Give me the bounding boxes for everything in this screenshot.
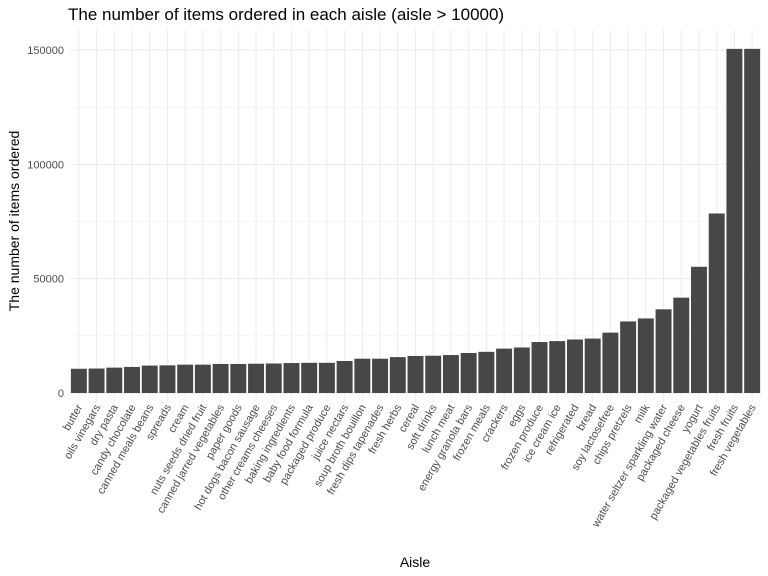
y-tick-label: 50000 xyxy=(33,274,64,286)
bar xyxy=(566,339,583,393)
bar xyxy=(354,358,371,393)
bar xyxy=(230,363,247,393)
bar xyxy=(124,366,140,393)
bar xyxy=(318,362,335,393)
bar xyxy=(177,364,194,393)
bar xyxy=(496,348,513,393)
y-axis-ticks: 0 50000 100000 150000 xyxy=(27,45,64,400)
bar xyxy=(691,266,707,393)
bar xyxy=(584,338,601,393)
bar xyxy=(372,358,389,393)
chart-title: The number of items ordered in each aisl… xyxy=(68,5,504,24)
bar xyxy=(141,365,158,393)
bar xyxy=(478,351,495,393)
bar xyxy=(265,363,282,393)
bar xyxy=(726,48,743,394)
y-tick-label: 150000 xyxy=(27,45,64,57)
bar xyxy=(88,368,105,393)
bar xyxy=(442,355,459,393)
y-tick-label: 0 xyxy=(58,388,64,400)
bar xyxy=(531,342,548,393)
bar xyxy=(212,363,229,393)
bar xyxy=(655,309,672,393)
bars xyxy=(70,48,761,394)
bar xyxy=(70,368,87,393)
bar xyxy=(248,363,265,393)
bar xyxy=(336,360,353,393)
bar xyxy=(708,213,725,393)
bar xyxy=(673,297,690,393)
bar xyxy=(407,355,424,393)
bar xyxy=(620,321,637,393)
bar xyxy=(602,332,619,393)
bar xyxy=(425,355,442,393)
y-axis-title: The number of items ordered xyxy=(6,131,22,312)
bar xyxy=(460,352,477,393)
bar xyxy=(637,318,654,393)
y-tick-label: 100000 xyxy=(27,159,64,171)
bar xyxy=(744,48,761,394)
bar xyxy=(159,365,176,393)
bar xyxy=(301,362,318,393)
bar xyxy=(389,357,406,393)
bar xyxy=(513,347,530,393)
bar xyxy=(106,367,123,393)
bar xyxy=(194,364,211,393)
x-axis-title: Aisle xyxy=(400,554,431,570)
bar xyxy=(549,341,566,393)
bar xyxy=(283,363,300,393)
